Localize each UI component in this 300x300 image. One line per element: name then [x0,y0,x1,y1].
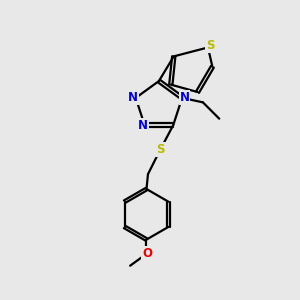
Text: N: N [138,118,148,132]
Text: S: S [206,40,214,52]
Text: N: N [128,92,138,104]
Text: O: O [142,247,152,260]
Text: N: N [179,92,190,104]
Text: S: S [156,143,165,156]
